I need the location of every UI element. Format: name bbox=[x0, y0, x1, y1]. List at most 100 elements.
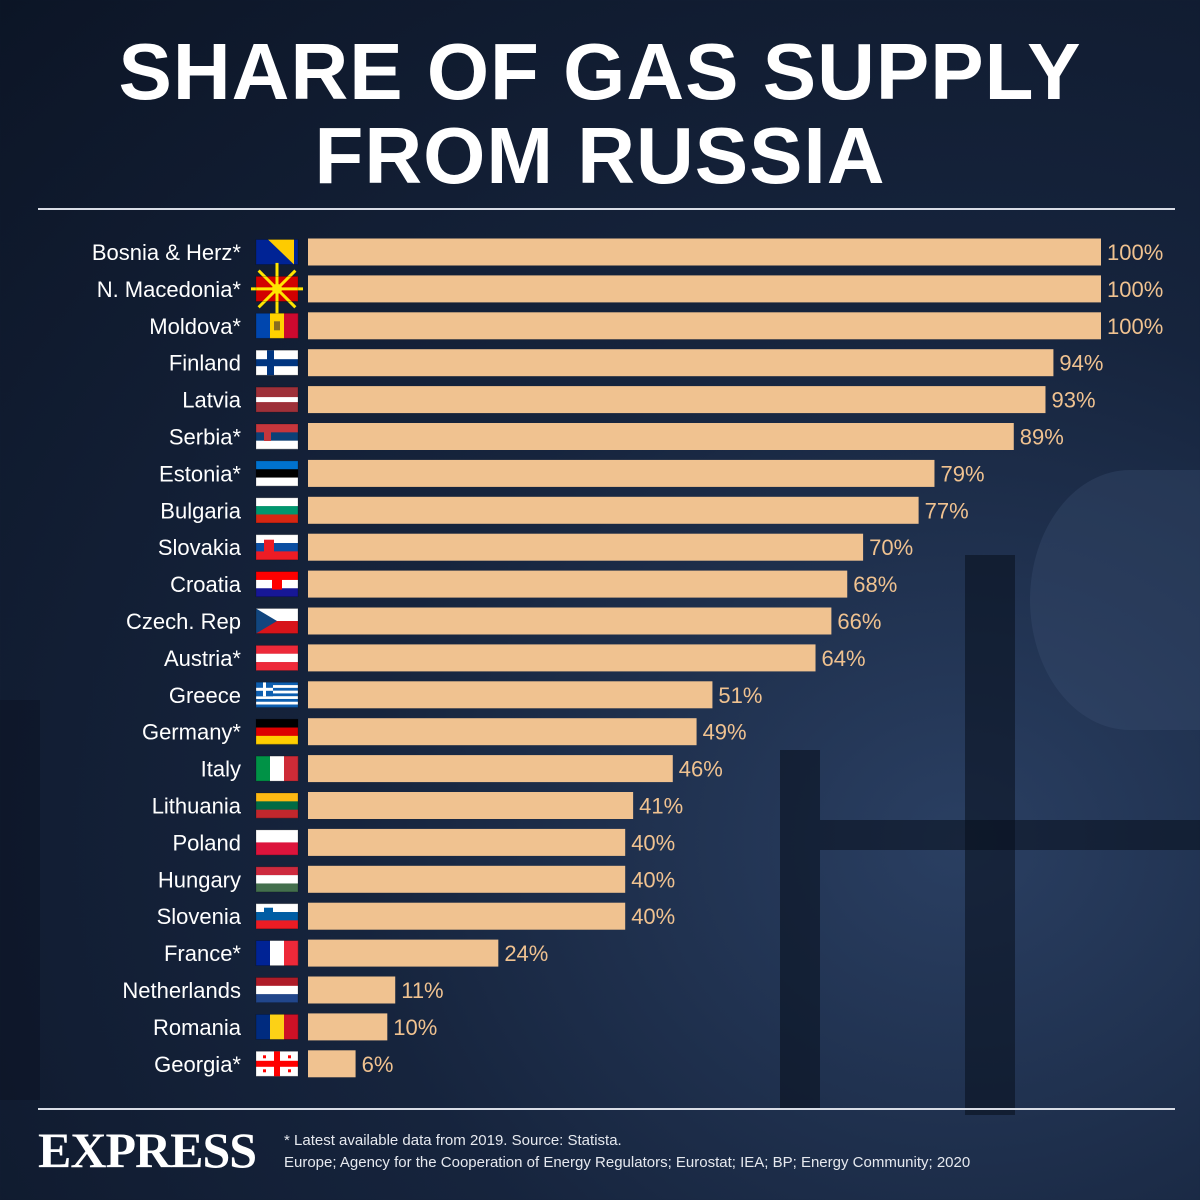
finland-flag-icon bbox=[255, 349, 299, 376]
north-macedonia-flag-icon bbox=[251, 262, 303, 315]
latvia-flag-icon bbox=[255, 386, 299, 413]
value-label: 24% bbox=[504, 941, 548, 966]
bosnia-flag-icon bbox=[255, 239, 299, 265]
bar bbox=[308, 644, 816, 672]
country-label: N. Macedonia* bbox=[97, 277, 242, 302]
france-flag-icon bbox=[255, 940, 299, 966]
bar bbox=[308, 570, 848, 598]
italy-flag-icon bbox=[255, 755, 299, 782]
value-label: 11% bbox=[401, 978, 443, 1003]
value-label: 10% bbox=[393, 1015, 437, 1040]
value-label: 70% bbox=[869, 535, 913, 560]
value-label: 49% bbox=[703, 720, 747, 745]
chart-title-line-1: SHARE OF GAS SUPPLY bbox=[118, 27, 1082, 116]
value-label: 94% bbox=[1059, 351, 1103, 376]
value-label: 89% bbox=[1020, 425, 1064, 450]
value-label: 51% bbox=[718, 683, 762, 708]
value-label: 79% bbox=[940, 461, 984, 486]
slovakia-flag-icon bbox=[255, 534, 299, 561]
background-pipe-shape bbox=[820, 820, 1200, 850]
value-label: 40% bbox=[631, 867, 675, 892]
netherlands-flag-icon bbox=[255, 977, 299, 1003]
country-label: Greece bbox=[169, 683, 241, 708]
country-label: Slovenia bbox=[157, 904, 242, 929]
value-label: 66% bbox=[837, 609, 881, 634]
bulgaria-flag-icon bbox=[255, 497, 299, 524]
country-label: Serbia* bbox=[169, 425, 242, 450]
bar bbox=[308, 755, 673, 783]
bar bbox=[308, 275, 1101, 303]
country-label: Slovakia bbox=[158, 535, 242, 560]
footer-notes: * Latest available data from 2019. Sourc… bbox=[284, 1130, 970, 1174]
country-label: Bosnia & Herz* bbox=[92, 240, 242, 265]
country-label: Lithuania bbox=[152, 794, 242, 819]
poland-flag-icon bbox=[255, 829, 299, 856]
country-label: Georgia* bbox=[154, 1052, 241, 1077]
germany-flag-icon bbox=[255, 718, 299, 745]
bar bbox=[308, 349, 1054, 377]
background-pipe-shape bbox=[780, 750, 820, 1110]
country-label: Bulgaria bbox=[160, 498, 241, 523]
express-logo: EXPRESS bbox=[38, 1122, 257, 1178]
chart-title-line-2: FROM RUSSIA bbox=[314, 111, 886, 200]
czech-flag-icon bbox=[255, 608, 299, 634]
bar bbox=[308, 865, 626, 893]
bar bbox=[308, 1013, 388, 1041]
bar bbox=[308, 386, 1046, 414]
background-pipe-shape bbox=[0, 700, 40, 1100]
bar bbox=[308, 496, 919, 524]
value-label: 68% bbox=[853, 572, 897, 597]
hungary-flag-icon bbox=[255, 866, 299, 893]
bar bbox=[308, 681, 713, 709]
bar bbox=[308, 939, 499, 967]
chart-title: SHARE OF GAS SUPPLY FROM RUSSIA bbox=[0, 30, 1200, 198]
bar-chart: Bosnia & Herz* 100% N. Macedonia* 100% Moldo… bbox=[92, 238, 1164, 1078]
georgia-flag-icon bbox=[255, 1050, 299, 1077]
value-label: 100% bbox=[1107, 277, 1163, 302]
value-label: 6% bbox=[362, 1052, 394, 1077]
value-label: 77% bbox=[925, 498, 969, 523]
austria-flag-icon bbox=[255, 645, 299, 671]
greece-flag-icon bbox=[255, 681, 299, 708]
lithuania-flag-icon bbox=[255, 792, 299, 819]
country-label: Latvia bbox=[182, 388, 241, 413]
value-label: 100% bbox=[1107, 240, 1163, 265]
bar bbox=[308, 423, 1014, 450]
footer-note-line-1: * Latest available data from 2019. Sourc… bbox=[284, 1132, 622, 1149]
background-pipe-shape bbox=[1030, 470, 1200, 730]
country-label: Moldova* bbox=[149, 314, 241, 339]
moldova-flag-icon bbox=[255, 312, 299, 339]
value-label: 64% bbox=[822, 646, 866, 671]
country-label: Romania bbox=[153, 1015, 242, 1040]
country-label: Germany* bbox=[142, 720, 241, 745]
value-label: 46% bbox=[679, 757, 723, 782]
value-label: 93% bbox=[1051, 388, 1095, 413]
bar bbox=[308, 312, 1101, 340]
value-label: 100% bbox=[1107, 314, 1163, 339]
romania-flag-icon bbox=[255, 1014, 299, 1040]
value-label: 40% bbox=[631, 830, 675, 855]
value-label: 41% bbox=[639, 794, 683, 819]
bar bbox=[308, 459, 935, 487]
bar bbox=[308, 828, 626, 856]
bar bbox=[308, 902, 626, 930]
bar bbox=[308, 718, 697, 746]
country-label: Croatia bbox=[170, 572, 242, 597]
country-label: Hungary bbox=[158, 867, 241, 892]
footer-note-line-2: Europe; Agency for the Cooperation of En… bbox=[284, 1154, 971, 1171]
bar bbox=[308, 238, 1101, 266]
bar bbox=[308, 607, 832, 635]
croatia-flag-icon bbox=[255, 571, 299, 597]
bar bbox=[308, 1050, 356, 1078]
bar bbox=[308, 533, 864, 561]
country-label: Italy bbox=[201, 757, 241, 782]
estonia-flag-icon bbox=[255, 460, 299, 487]
bar bbox=[308, 792, 634, 819]
bar bbox=[308, 976, 396, 1004]
value-label: 40% bbox=[631, 904, 675, 929]
country-label: Finland bbox=[169, 351, 241, 376]
serbia-flag-icon bbox=[255, 423, 299, 450]
country-label: Czech. Rep bbox=[126, 609, 241, 634]
bottom-divider bbox=[38, 1108, 1175, 1110]
country-label: Netherlands bbox=[122, 978, 241, 1003]
